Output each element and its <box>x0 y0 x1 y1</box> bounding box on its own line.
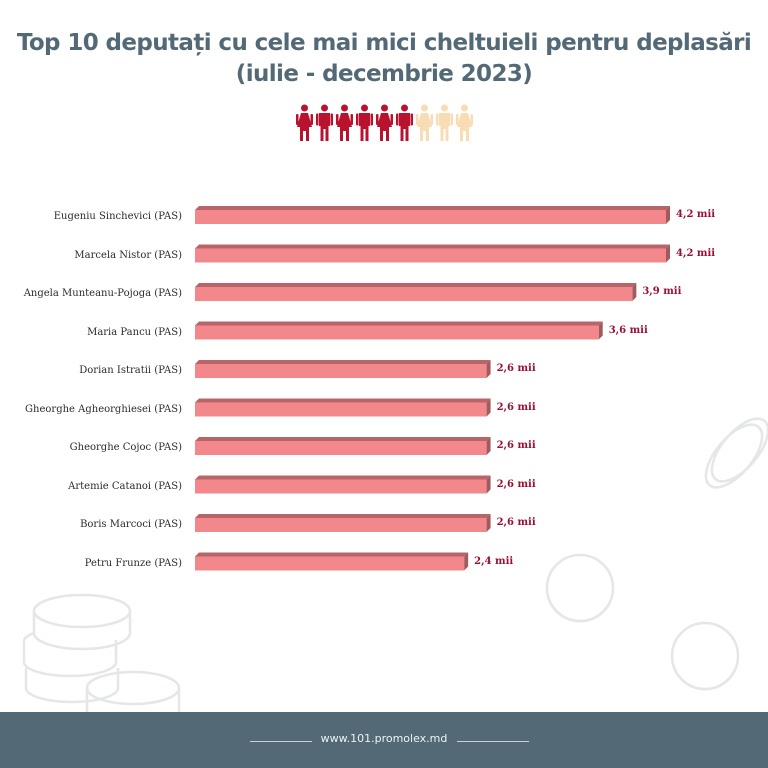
footer-divider-left <box>250 741 312 742</box>
bar-top-face <box>195 437 491 441</box>
bar-front-face <box>195 210 666 224</box>
category-label: Petru Frunze (PAS) <box>84 557 182 569</box>
bar-side-face <box>598 321 603 340</box>
category-label: Eugeniu Sinchevici (PAS) <box>53 211 182 222</box>
bar-side-face <box>464 552 469 571</box>
bar-front-face <box>195 556 465 571</box>
bar-top-face <box>195 283 637 287</box>
bar-front-face <box>195 441 487 455</box>
category-label: Angela Munteanu-Pojoga (PAS) <box>23 288 182 299</box>
category-label: Marcela Nistor (PAS) <box>74 249 182 261</box>
value-label: 3,9 mii <box>642 286 682 297</box>
bars-layer <box>195 206 670 571</box>
bar-top-face <box>195 398 491 403</box>
bar <box>195 437 491 455</box>
bar-top-face <box>195 514 491 518</box>
value-label: 4,2 mii <box>676 247 716 259</box>
bar-side-face <box>486 475 491 494</box>
category-label: Gheorghe Agheorghiesei (PAS) <box>25 403 182 415</box>
bar-front-face <box>195 287 633 301</box>
bar <box>195 360 491 378</box>
title-line-1: Top 10 deputați cu cele mai mici cheltui… <box>16 30 752 56</box>
people-icons-row <box>0 104 768 142</box>
bar-front-face <box>195 325 599 340</box>
woman-icon <box>335 104 353 141</box>
footer: www.101.promolex.md <box>0 712 768 768</box>
bar-top-face <box>195 321 603 326</box>
bar-side-face <box>486 514 491 532</box>
bar-front-face <box>195 479 487 494</box>
woman-icon <box>375 104 393 141</box>
footer-url[interactable]: www.101.promolex.md <box>320 732 448 745</box>
coin-stack-icon <box>22 593 181 712</box>
value-label: 2,6 mii <box>496 478 536 490</box>
chart-title: Top 10 deputați cu cele mai mici cheltui… <box>0 28 768 90</box>
bar <box>195 552 469 571</box>
bar <box>195 206 670 224</box>
value-label: 2,6 mii <box>496 517 536 528</box>
man-icon <box>395 104 413 141</box>
bar-side-face <box>486 398 491 417</box>
bar-front-face <box>195 364 487 378</box>
value-label: 2,4 mii <box>474 555 514 567</box>
footer-divider-right <box>457 741 529 742</box>
category-label: Artemie Catanoi (PAS) <box>68 480 182 492</box>
bar-front-face <box>195 402 487 417</box>
bar-top-face <box>195 244 670 249</box>
bar-front-face <box>195 518 487 532</box>
value-label: 4,2 mii <box>676 209 716 220</box>
category-label: Dorian Istratii (PAS) <box>79 365 182 376</box>
bar-side-face <box>666 206 670 224</box>
woman-icon <box>455 104 473 141</box>
bar <box>195 398 491 417</box>
bar-side-face <box>632 283 637 301</box>
bar <box>195 514 491 532</box>
bar <box>195 283 637 301</box>
bar-chart: Eugeniu Sinchevici (PAS) 4,2 mii Marcela N… <box>23 206 716 571</box>
man-icon <box>435 104 453 141</box>
bar-top-face <box>195 552 469 557</box>
woman-icon <box>415 104 433 141</box>
bar-front-face <box>195 248 666 263</box>
value-label: 2,6 mii <box>496 440 536 451</box>
man-icon <box>355 104 373 141</box>
woman-icon <box>295 104 313 141</box>
bar-top-face <box>195 475 491 480</box>
value-label: 2,6 mii <box>496 363 536 374</box>
category-label: Boris Marcoci (PAS) <box>80 519 182 530</box>
value-label: 3,6 mii <box>608 324 648 336</box>
bar <box>195 244 670 263</box>
category-label: Maria Pancu (PAS) <box>87 326 182 338</box>
coin-icon <box>670 621 740 691</box>
bar-side-face <box>486 437 491 455</box>
bar <box>195 321 603 340</box>
bar-side-face <box>486 360 491 378</box>
value-label: 2,6 mii <box>496 401 536 413</box>
man-icon <box>315 104 333 141</box>
bar-top-face <box>195 206 670 210</box>
title-line-2: (iulie - decembrie 2023) <box>235 61 533 87</box>
bar-top-face <box>195 360 491 364</box>
bar-side-face <box>666 244 670 263</box>
bar <box>195 475 491 494</box>
category-label: Gheorghe Cojoc (PAS) <box>69 442 182 453</box>
